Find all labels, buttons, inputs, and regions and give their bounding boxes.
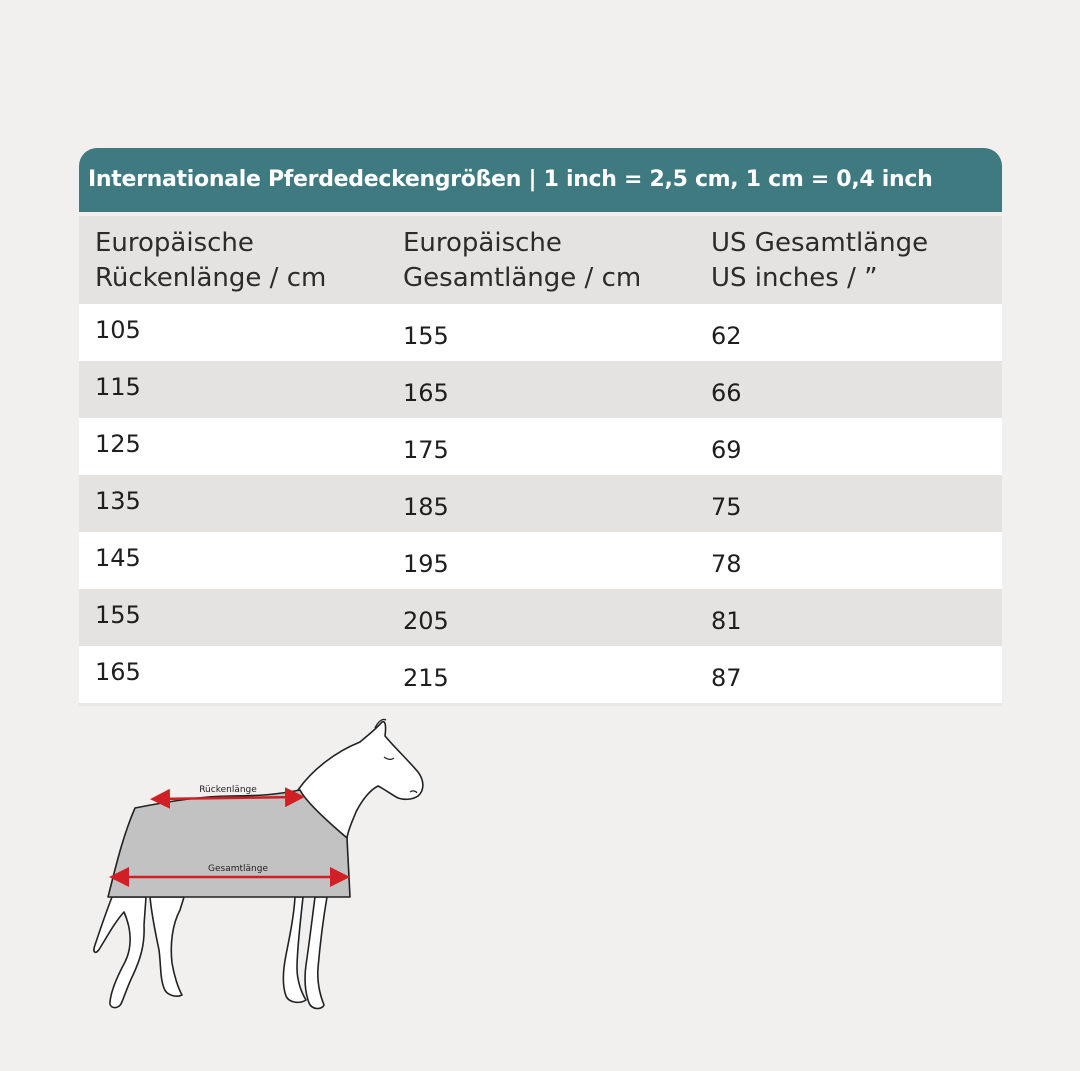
cell-back-length: 105 — [95, 315, 141, 344]
cell-total-length: 195 — [403, 549, 449, 578]
cell-back-length: 125 — [95, 429, 141, 458]
horse-eye — [383, 756, 395, 760]
back-length-label: Rückenlänge — [199, 785, 257, 795]
cell-total-length: 165 — [403, 378, 449, 407]
cell-back-length: 135 — [95, 486, 141, 515]
hind-leg-back — [93, 896, 147, 1009]
table-row: 145 195 78 — [79, 532, 1002, 589]
total-length-label: Gesamtlänge — [208, 864, 268, 874]
cell-us-inches: 69 — [711, 435, 742, 464]
header-back-length: Europäische Rückenlänge / cm — [79, 216, 387, 304]
table-header-row: Europäische Rückenlänge / cm Europäische… — [79, 212, 1002, 304]
cell-total-length: 205 — [403, 606, 449, 635]
table-bottom-edge — [79, 703, 1002, 706]
horse-legs — [93, 896, 328, 1010]
cell-us-inches: 78 — [711, 549, 742, 578]
header-total-length: Europäische Gesamtlänge / cm — [387, 216, 695, 304]
header-line: US inches / ” — [711, 263, 878, 293]
cell-total-length: 155 — [403, 321, 449, 350]
horse-nostril — [409, 790, 418, 794]
cell-back-length: 155 — [95, 600, 141, 629]
cell-us-inches: 75 — [711, 492, 742, 521]
horse-ear — [374, 718, 387, 729]
table-row: 125 175 69 — [79, 418, 1002, 475]
table-row: 105 155 62 — [79, 304, 1002, 361]
cell-us-inches: 62 — [711, 321, 742, 350]
header-line: Europäische — [403, 228, 562, 258]
cell-us-inches: 81 — [711, 606, 742, 635]
table-row: 115 165 66 — [79, 361, 1002, 418]
table-row: 155 205 81 — [79, 589, 1002, 646]
table-title: Internationale Pferdedeckengrößen | 1 in… — [79, 148, 1002, 212]
header-line: US Gesamtlänge — [711, 228, 929, 258]
cell-us-inches: 87 — [711, 663, 742, 692]
back-length-arrow — [150, 787, 305, 809]
hind-leg-front — [149, 896, 185, 997]
table-row: 135 185 75 — [79, 475, 1002, 532]
size-table: Internationale Pferdedeckengrößen | 1 in… — [79, 148, 1002, 706]
horse-neck-head — [297, 720, 424, 839]
cell-back-length: 115 — [95, 372, 141, 401]
header-line: Rückenlänge / cm — [95, 263, 327, 293]
header-us-length: US Gesamtlänge US inches / ” — [695, 216, 1002, 304]
header-line: Gesamtlänge / cm — [403, 263, 642, 293]
fore-leg-front — [304, 896, 328, 1010]
cell-total-length: 215 — [403, 663, 449, 692]
table-row: 165 215 87 — [79, 646, 1002, 703]
header-line: Europäische — [95, 228, 254, 258]
cell-back-length: 145 — [95, 543, 141, 572]
cell-total-length: 185 — [403, 492, 449, 521]
horse-blanket-diagram: Rückenlänge Gesamtlänge — [93, 718, 424, 1010]
cell-back-length: 165 — [95, 657, 141, 686]
fore-leg-back — [282, 896, 307, 1004]
cell-us-inches: 66 — [711, 378, 742, 407]
cell-total-length: 175 — [403, 435, 449, 464]
